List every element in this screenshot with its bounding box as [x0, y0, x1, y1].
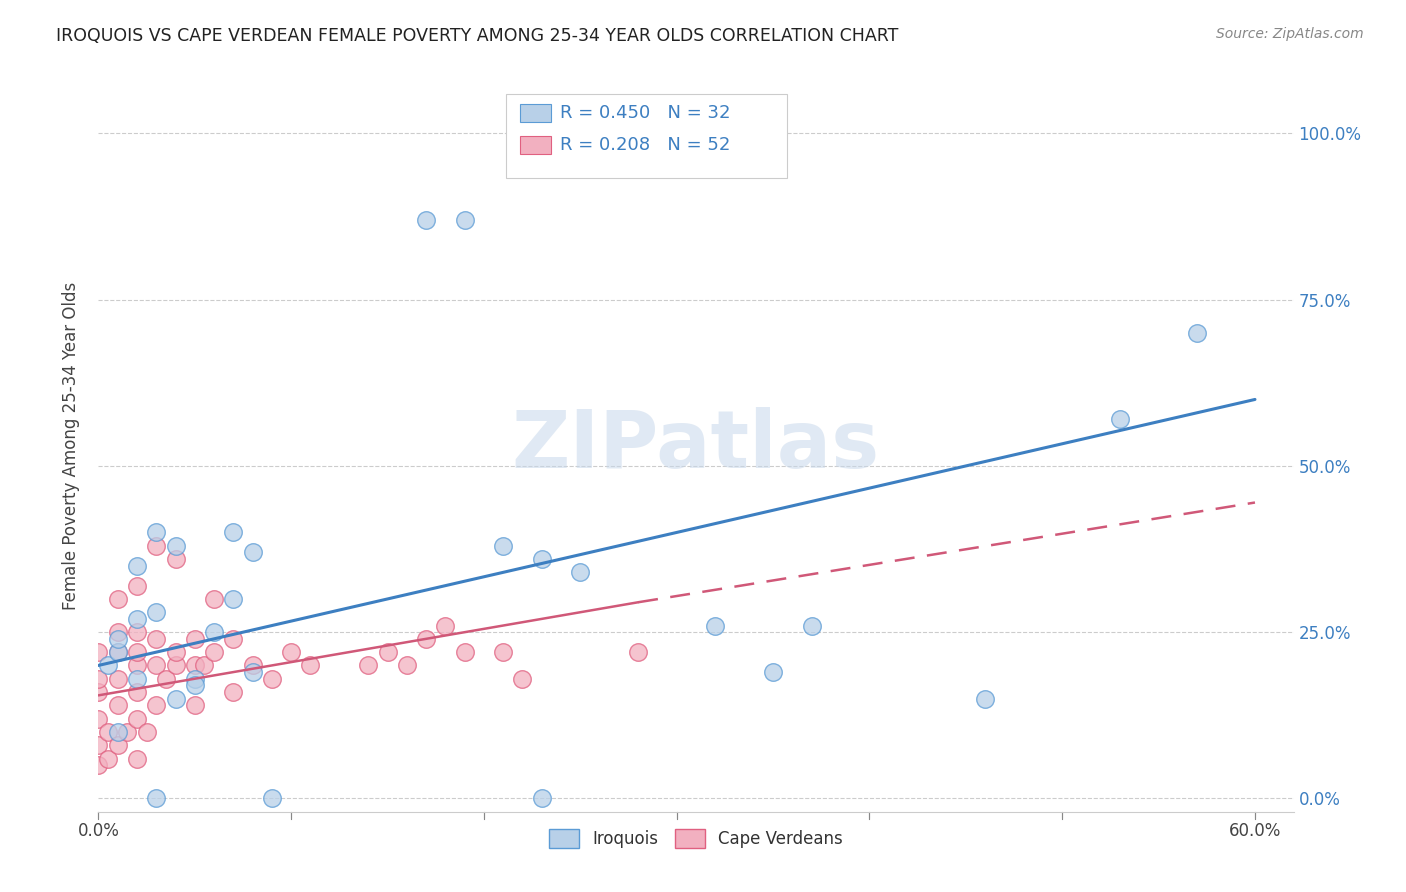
Point [512, 672, 534, 686]
Point [280, 645, 302, 659]
Point [492, 645, 515, 659]
Point [125, 645, 148, 659]
Point [145, 698, 167, 713]
Point [145, 525, 167, 540]
Y-axis label: Female Poverty Among 25-34 Year Olds: Female Poverty Among 25-34 Year Olds [62, 282, 80, 610]
Point [125, 612, 148, 626]
Point [453, 645, 475, 659]
Point [202, 645, 225, 659]
Point [165, 691, 187, 706]
Point [107, 738, 129, 752]
Point [145, 632, 167, 646]
Point [165, 552, 187, 566]
Point [155, 672, 177, 686]
Point [627, 645, 650, 659]
Point [222, 632, 245, 646]
Point [165, 645, 187, 659]
Point [299, 658, 322, 673]
Point [125, 685, 148, 699]
Point [107, 591, 129, 606]
Point [87, 712, 110, 726]
Point [377, 645, 399, 659]
Point [107, 645, 129, 659]
Point [260, 791, 283, 805]
Point [107, 672, 129, 686]
Point [184, 632, 207, 646]
Point [107, 725, 129, 739]
Point [357, 658, 380, 673]
Point [1109, 412, 1132, 426]
Point [453, 213, 475, 227]
Point [87, 738, 110, 752]
Text: IROQUOIS VS CAPE VERDEAN FEMALE POVERTY AMONG 25-34 YEAR OLDS CORRELATION CHART: IROQUOIS VS CAPE VERDEAN FEMALE POVERTY … [56, 27, 898, 45]
Point [87, 685, 110, 699]
Point [202, 591, 225, 606]
Text: R = 0.450   N = 32: R = 0.450 N = 32 [560, 104, 730, 122]
Point [1185, 326, 1208, 340]
Point [569, 566, 592, 580]
Point [530, 791, 553, 805]
Point [125, 712, 148, 726]
Point [434, 618, 457, 632]
Legend: Iroquois, Cape Verdeans: Iroquois, Cape Verdeans [543, 822, 849, 855]
Point [222, 591, 245, 606]
Point [135, 725, 157, 739]
Point [704, 618, 727, 632]
Point [145, 791, 167, 805]
Point [125, 625, 148, 640]
Point [184, 698, 207, 713]
Point [97, 751, 120, 765]
Point [97, 658, 120, 673]
Point [242, 658, 264, 673]
Point [165, 539, 187, 553]
Point [530, 552, 553, 566]
Point [415, 632, 437, 646]
Point [97, 725, 120, 739]
Point [107, 632, 129, 646]
Point [242, 665, 264, 679]
Point [222, 525, 245, 540]
Point [125, 658, 148, 673]
Point [125, 579, 148, 593]
Point [125, 672, 148, 686]
Point [107, 645, 129, 659]
Point [184, 678, 207, 692]
Text: R = 0.208   N = 52: R = 0.208 N = 52 [560, 136, 730, 154]
Point [165, 658, 187, 673]
Point [145, 605, 167, 619]
Point [800, 618, 823, 632]
Point [145, 658, 167, 673]
Point [492, 539, 515, 553]
Point [87, 672, 110, 686]
Point [202, 625, 225, 640]
Point [87, 758, 110, 772]
Point [974, 691, 997, 706]
Point [184, 672, 207, 686]
Point [242, 545, 264, 559]
Text: Source: ZipAtlas.com: Source: ZipAtlas.com [1216, 27, 1364, 41]
Point [117, 725, 139, 739]
Point [125, 751, 148, 765]
Point [125, 558, 148, 573]
Point [145, 539, 167, 553]
Text: ZIPatlas: ZIPatlas [512, 407, 880, 485]
Point [762, 665, 785, 679]
Point [193, 658, 215, 673]
Point [107, 625, 129, 640]
Point [87, 645, 110, 659]
Point [260, 672, 283, 686]
Point [184, 658, 207, 673]
Point [415, 213, 437, 227]
Point [107, 698, 129, 713]
Point [395, 658, 418, 673]
Point [222, 685, 245, 699]
